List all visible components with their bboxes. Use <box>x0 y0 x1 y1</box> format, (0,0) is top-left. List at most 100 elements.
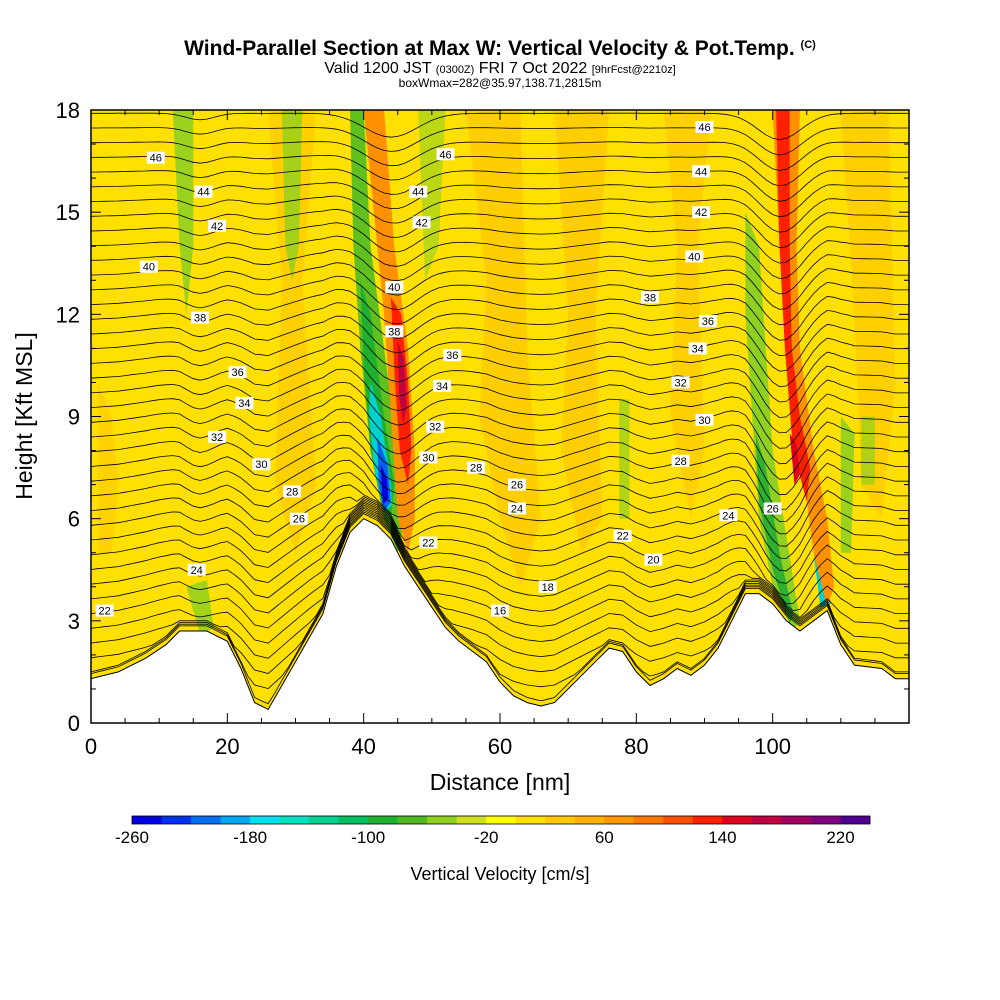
x-tick-label: 0 <box>85 734 97 759</box>
theta-isoline <box>91 222 909 264</box>
contour-label: 32 <box>211 432 223 444</box>
contour-label: 40 <box>688 251 700 263</box>
contour-label-box <box>671 376 690 389</box>
contour-label-box <box>641 291 659 304</box>
contour-label: 36 <box>231 367 243 379</box>
green-strip <box>281 110 303 281</box>
colorbar-swatch <box>309 816 340 824</box>
theta-isoline <box>91 447 909 522</box>
colorbar-swatch <box>781 816 812 824</box>
contour-label-box <box>688 342 707 355</box>
contour-label: 24 <box>511 504 523 516</box>
colorbar-swatch <box>663 816 694 824</box>
contour-label-box <box>187 563 206 576</box>
contour-label: 38 <box>644 292 656 304</box>
contour-label-box <box>644 553 663 566</box>
contour-label-box <box>385 281 404 294</box>
theta-isoline <box>91 497 909 584</box>
colorbar-swatch <box>840 816 871 824</box>
y-tick-label: 9 <box>68 405 80 430</box>
theta-isoline <box>91 342 909 403</box>
contour-label-box <box>419 451 438 464</box>
contour-label-box <box>436 148 455 161</box>
plot-area: 46 44 42 40 38 36 34 32 30 28 26 24 22 46 44 42 40 38 36 34… <box>91 110 909 723</box>
theta-isoline <box>91 381 909 449</box>
contour-label-box <box>719 509 738 522</box>
colorbar-swatch <box>397 816 428 824</box>
contour-label-box <box>194 185 213 198</box>
colorbar-swatch <box>220 816 251 824</box>
contour-label-box <box>385 325 404 338</box>
theta-isoline <box>91 509 909 674</box>
colorbar-swatch <box>250 816 280 824</box>
contour-label-box <box>685 250 704 263</box>
colorbar-swatch <box>604 816 635 824</box>
contour-labels: 46 44 42 40 38 36 34 32 30 28 26 24 22 46 44 42 40 38 36 34… <box>95 121 782 618</box>
contour-label-box <box>412 216 431 229</box>
contour-label-box <box>191 311 210 324</box>
colorbar-swatch <box>456 816 487 824</box>
updraft-core <box>397 341 407 424</box>
contour-label: 32 <box>429 422 441 434</box>
x-tick-label: 60 <box>488 734 512 759</box>
contour-label: 18 <box>542 582 554 594</box>
contour-label-box <box>289 512 308 525</box>
colorbar-swatch <box>515 816 546 824</box>
theta-isoline <box>91 511 909 690</box>
right-green <box>745 212 800 631</box>
colorbar-swatch <box>132 816 162 824</box>
theta-isoline <box>91 208 909 249</box>
right-red <box>776 110 811 502</box>
colorbar-tick-label: -100 <box>351 828 385 847</box>
contour-label: 44 <box>412 187 424 199</box>
theta-isoline <box>91 496 909 572</box>
colorbar-frame <box>131 815 871 825</box>
orange-band <box>840 110 896 519</box>
contour-label: 32 <box>674 377 686 389</box>
y-tick-label: 3 <box>68 609 80 634</box>
contour-label: 46 <box>698 122 710 134</box>
contour-label-box <box>695 413 714 426</box>
contour-label-box <box>146 151 165 164</box>
theta-isoline <box>91 168 909 202</box>
green-strip <box>619 399 630 519</box>
contour-label-box <box>698 315 717 328</box>
chart-subtitle: Valid 1200 JST (0300Z) FRI 7 Oct 2022 [9… <box>324 60 676 77</box>
y-tick-label: 18 <box>56 98 80 123</box>
y-tick-label: 12 <box>56 302 80 327</box>
copyright-mark: (C) <box>800 39 816 51</box>
theta-isoline <box>91 355 909 418</box>
contour-label: 36 <box>446 350 458 362</box>
x-axis-label: Distance [nm] <box>430 769 571 795</box>
contour-label-box <box>208 430 227 443</box>
terrain-profile <box>91 518 909 723</box>
contour-label: 42 <box>415 217 427 229</box>
contour-label: 46 <box>150 153 162 165</box>
x-tick-label: 40 <box>351 734 375 759</box>
x-tick-label: 100 <box>754 734 791 759</box>
contour-label: 34 <box>238 398 250 410</box>
theta-isoline <box>91 127 909 156</box>
contour-label: 28 <box>470 463 482 475</box>
contour-label-box <box>433 379 452 392</box>
contour-label-box <box>208 219 227 232</box>
contour-label: 38 <box>194 313 206 325</box>
theta-isoline <box>91 501 909 605</box>
theta-isoline <box>91 275 909 326</box>
theta-isoline <box>91 248 909 295</box>
colorbar-swatch <box>161 816 192 824</box>
contour-label-box <box>671 454 690 467</box>
right-red <box>789 433 800 485</box>
contour-label: 22 <box>617 531 629 543</box>
contour-label-box <box>426 420 445 433</box>
contour-label: 42 <box>695 207 707 219</box>
theta-isoline <box>91 507 909 659</box>
theta-isoline <box>91 155 909 187</box>
colorbar-swatch <box>279 816 310 824</box>
colorbar-tick-label: 220 <box>826 828 854 847</box>
theta-isoline <box>91 328 909 388</box>
contour-label: 40 <box>388 282 400 294</box>
box-info: boxWmax=282@35.97,138.71,2815m <box>398 76 602 90</box>
contour-label-box <box>419 536 438 549</box>
